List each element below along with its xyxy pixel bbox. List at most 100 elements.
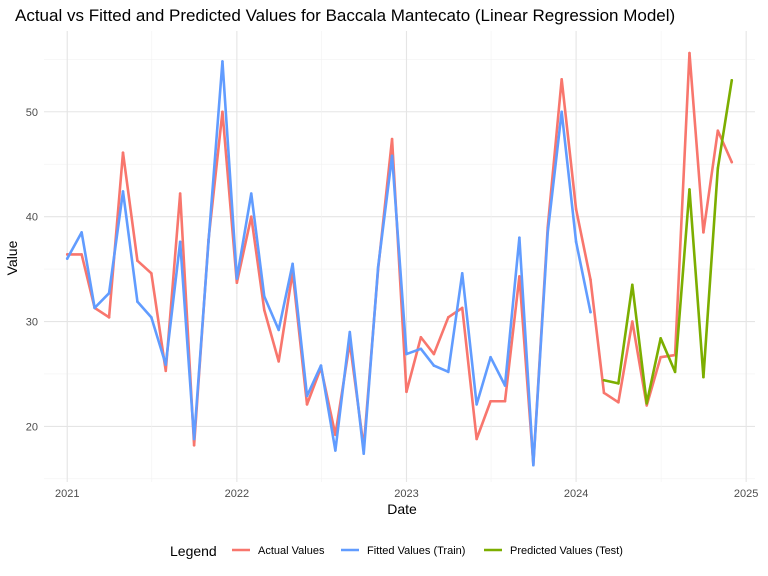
data-point (164, 369, 168, 373)
data-point (589, 310, 592, 314)
y-axis-title: Value (4, 240, 20, 275)
data-point (730, 160, 734, 164)
data-point (446, 316, 450, 319)
data-point (291, 262, 294, 266)
data-point (602, 391, 606, 395)
data-point (602, 378, 606, 382)
data-point (617, 382, 620, 385)
data-point (560, 77, 563, 81)
data-point (432, 364, 436, 367)
data-point (93, 306, 96, 310)
data-point (475, 403, 478, 406)
data-point (192, 437, 196, 441)
data-point (631, 283, 634, 287)
data-point (659, 355, 662, 359)
series-line-fitted-values-train (65, 60, 592, 467)
data-point (262, 308, 266, 312)
x-axis-ticks: 2021 2022 2023 2024 2025 (55, 488, 758, 500)
data-point (702, 375, 705, 379)
y-tick-label: 40 (26, 212, 38, 224)
data-point (446, 370, 450, 374)
data-point (460, 306, 464, 310)
data-point (574, 240, 578, 244)
data-point (574, 208, 578, 211)
data-point (702, 231, 705, 234)
y-tick-label: 30 (26, 317, 38, 329)
legend-title: Legend (170, 543, 217, 559)
data-point (546, 231, 550, 234)
data-point (716, 167, 720, 170)
data-point (489, 399, 492, 403)
y-tick-label: 20 (26, 421, 38, 433)
y-axis-ticks: 20 30 40 50 (26, 107, 38, 434)
data-point (376, 265, 380, 269)
data-point (589, 278, 592, 281)
x-tick-label: 2024 (564, 488, 588, 500)
data-point (305, 403, 309, 406)
data-point (532, 463, 535, 467)
data-point (518, 275, 521, 278)
data-point (405, 352, 408, 356)
data-point (560, 110, 563, 114)
x-tick-label: 2023 (394, 488, 418, 500)
data-point (460, 271, 464, 275)
data-point (249, 192, 253, 195)
plot-area (65, 51, 734, 467)
data-point (390, 154, 394, 158)
data-point (419, 335, 423, 339)
data-point (305, 394, 309, 398)
data-point (730, 79, 734, 82)
data-point (277, 360, 280, 363)
data-point (518, 236, 521, 239)
x-axis-title: Date (387, 501, 417, 517)
data-point (659, 337, 662, 340)
data-point (688, 188, 691, 191)
data-point (80, 231, 83, 234)
data-point (673, 370, 677, 374)
data-point (136, 259, 139, 263)
data-point (235, 281, 239, 285)
data-point (617, 400, 620, 404)
data-point (65, 257, 69, 260)
data-point (631, 320, 634, 323)
x-tick-label: 2025 (734, 488, 758, 500)
data-point (207, 240, 210, 244)
data-point (432, 352, 436, 356)
data-point (475, 437, 478, 441)
data-point (121, 190, 125, 193)
data-point (192, 443, 196, 447)
series-points-fitted-values-train (65, 60, 592, 467)
legend: Legend Actual Values Fitted Values (Train… (170, 543, 623, 559)
data-point (489, 355, 492, 359)
data-point (419, 347, 423, 351)
data-point (645, 404, 649, 407)
legend-label-fitted-values-train: Fitted Values (Train) (367, 545, 465, 557)
data-point (277, 328, 280, 332)
data-point (107, 316, 111, 319)
y-tick-label: 50 (26, 107, 38, 119)
data-point (319, 364, 323, 367)
data-point (221, 60, 224, 63)
legend-label-actual-values: Actual Values (258, 545, 325, 557)
data-point (107, 291, 111, 295)
data-point (688, 51, 691, 55)
data-point (716, 129, 720, 132)
data-point (262, 295, 266, 298)
data-point (136, 300, 139, 303)
data-point (150, 271, 153, 275)
data-point (178, 240, 182, 244)
series-line-predicted-values-test (602, 79, 734, 405)
x-tick-label: 2021 (55, 488, 79, 500)
data-point (348, 330, 352, 334)
data-point (150, 316, 153, 319)
data-point (390, 137, 394, 141)
data-point (249, 215, 253, 218)
data-point (221, 110, 224, 114)
x-tick-label: 2022 (225, 488, 249, 500)
data-point (178, 192, 182, 195)
data-point (362, 452, 366, 455)
legend-label-predicted-values-test: Predicted Values (Test) (510, 545, 623, 557)
data-point (334, 449, 337, 452)
data-point (80, 253, 83, 256)
